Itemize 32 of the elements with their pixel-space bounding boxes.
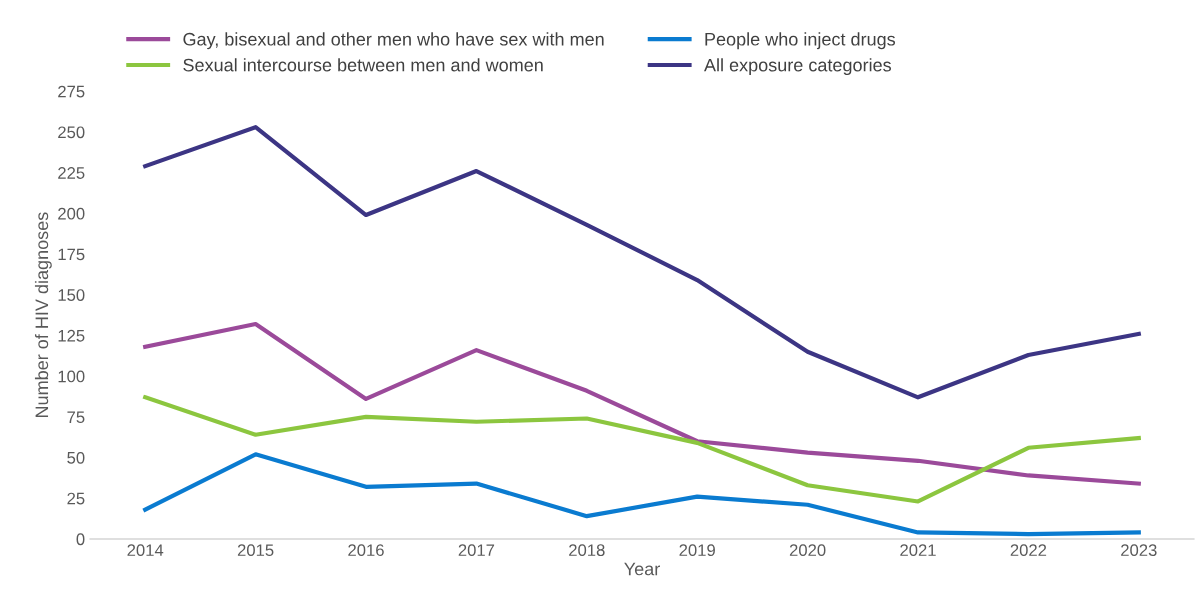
y-tick-label: 0 bbox=[76, 533, 85, 546]
y-tick-label: 50 bbox=[67, 451, 85, 464]
y-tick-label: 150 bbox=[58, 289, 85, 301]
y-axis-title: Number of HIV diagnoses bbox=[34, 212, 52, 417]
x-tick-label: 2014 bbox=[127, 544, 164, 557]
legend-label: All exposure categories bbox=[704, 58, 891, 76]
x-tick-label: 2019 bbox=[679, 544, 715, 557]
line-series bbox=[143, 452, 1141, 537]
x-tick-label: 2021 bbox=[900, 544, 936, 557]
x-tick-label: 2018 bbox=[569, 544, 605, 557]
x-tick-label: 2022 bbox=[1010, 544, 1047, 557]
line-series bbox=[143, 321, 1141, 486]
y-tick-label: 175 bbox=[58, 248, 85, 261]
x-tick-label: 2023 bbox=[1121, 544, 1157, 557]
x-tick-label: 2020 bbox=[789, 544, 826, 557]
x-tick-label: 2017 bbox=[458, 544, 495, 557]
y-tick-label: 200 bbox=[58, 207, 85, 220]
y-tick-label: 225 bbox=[58, 167, 85, 179]
y-tick-label: 250 bbox=[58, 126, 85, 139]
line-series bbox=[143, 395, 1141, 504]
y-tick-label: 275 bbox=[58, 85, 85, 98]
y-tick-label: 100 bbox=[58, 370, 85, 383]
legend-label: People who inject drugs bbox=[705, 32, 896, 50]
x-tick-label: 2016 bbox=[348, 544, 384, 557]
line-series bbox=[143, 125, 1141, 400]
y-tick-label: 25 bbox=[67, 492, 85, 505]
y-tick-label: 125 bbox=[58, 329, 85, 342]
y-tick-label: 75 bbox=[67, 411, 85, 424]
x-axis-title: Year bbox=[624, 562, 660, 576]
legend-label: Gay, bisexual and other men who have sex with men bbox=[183, 32, 604, 50]
x-tick-label: 2015 bbox=[237, 544, 274, 557]
legend-label: Sexual intercourse between men and women bbox=[183, 58, 543, 72]
